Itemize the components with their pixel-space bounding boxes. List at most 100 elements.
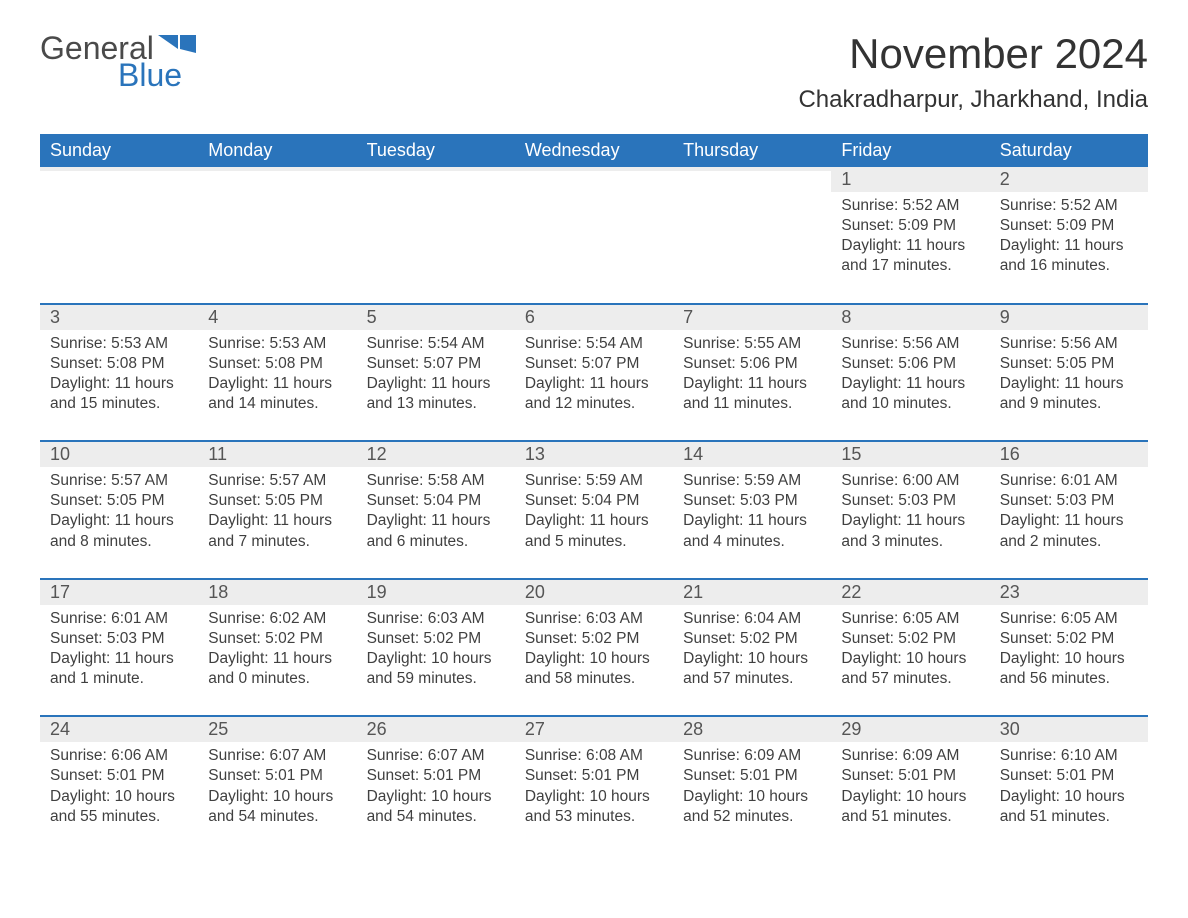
- day-cell: 10Sunrise: 5:57 AMSunset: 5:05 PMDayligh…: [40, 441, 198, 579]
- day-cell: 28Sunrise: 6:09 AMSunset: 5:01 PMDayligh…: [673, 716, 831, 853]
- day-cell: 17Sunrise: 6:01 AMSunset: 5:03 PMDayligh…: [40, 579, 198, 717]
- daylight-text: Daylight: 10 hours and 51 minutes.: [1000, 787, 1138, 827]
- daylight-text: Daylight: 11 hours and 17 minutes.: [841, 236, 979, 276]
- dow-thursday: Thursday: [673, 134, 831, 167]
- day-number: 30: [990, 717, 1148, 742]
- day-cell: [357, 167, 515, 304]
- dow-saturday: Saturday: [990, 134, 1148, 167]
- sunset-text: Sunset: 5:08 PM: [208, 354, 346, 374]
- sunset-text: Sunset: 5:06 PM: [683, 354, 821, 374]
- day-cell: 14Sunrise: 5:59 AMSunset: 5:03 PMDayligh…: [673, 441, 831, 579]
- day-number: 29: [831, 717, 989, 742]
- day-number: 26: [357, 717, 515, 742]
- sunset-text: Sunset: 5:02 PM: [683, 629, 821, 649]
- sunrise-text: Sunrise: 5:58 AM: [367, 471, 505, 491]
- day-number: 8: [831, 305, 989, 330]
- day-number: 23: [990, 580, 1148, 605]
- sunrise-text: Sunrise: 5:59 AM: [683, 471, 821, 491]
- daylight-text: Daylight: 11 hours and 13 minutes.: [367, 374, 505, 414]
- day-number: 27: [515, 717, 673, 742]
- day-body: Sunrise: 6:05 AMSunset: 5:02 PMDaylight:…: [990, 605, 1148, 716]
- sunset-text: Sunset: 5:01 PM: [50, 766, 188, 786]
- day-number: 2: [990, 167, 1148, 192]
- day-number: 28: [673, 717, 831, 742]
- title-block: November 2024 Chakradharpur, Jharkhand, …: [798, 30, 1148, 128]
- sunrise-text: Sunrise: 5:54 AM: [525, 334, 663, 354]
- day-cell: 6Sunrise: 5:54 AMSunset: 5:07 PMDaylight…: [515, 304, 673, 442]
- day-body: Sunrise: 6:07 AMSunset: 5:01 PMDaylight:…: [357, 742, 515, 853]
- day-cell: 11Sunrise: 5:57 AMSunset: 5:05 PMDayligh…: [198, 441, 356, 579]
- dow-monday: Monday: [198, 134, 356, 167]
- day-body: Sunrise: 6:10 AMSunset: 5:01 PMDaylight:…: [990, 742, 1148, 853]
- sunset-text: Sunset: 5:06 PM: [841, 354, 979, 374]
- daylight-text: Daylight: 10 hours and 55 minutes.: [50, 787, 188, 827]
- day-body: Sunrise: 6:09 AMSunset: 5:01 PMDaylight:…: [673, 742, 831, 853]
- day-number: 6: [515, 305, 673, 330]
- sunset-text: Sunset: 5:05 PM: [1000, 354, 1138, 374]
- daylight-text: Daylight: 11 hours and 4 minutes.: [683, 511, 821, 551]
- day-body: Sunrise: 5:53 AMSunset: 5:08 PMDaylight:…: [40, 330, 198, 441]
- daylight-text: Daylight: 11 hours and 9 minutes.: [1000, 374, 1138, 414]
- sunset-text: Sunset: 5:01 PM: [683, 766, 821, 786]
- day-body: Sunrise: 6:04 AMSunset: 5:02 PMDaylight:…: [673, 605, 831, 716]
- day-body: [357, 171, 515, 201]
- header: General Blue November 2024 Chakradharpur…: [40, 30, 1148, 128]
- day-cell: 19Sunrise: 6:03 AMSunset: 5:02 PMDayligh…: [357, 579, 515, 717]
- sunrise-text: Sunrise: 6:04 AM: [683, 609, 821, 629]
- day-body: Sunrise: 6:08 AMSunset: 5:01 PMDaylight:…: [515, 742, 673, 853]
- day-number: 10: [40, 442, 198, 467]
- day-number: 15: [831, 442, 989, 467]
- daylight-text: Daylight: 11 hours and 6 minutes.: [367, 511, 505, 551]
- day-number: 7: [673, 305, 831, 330]
- day-body: [673, 171, 831, 201]
- sunrise-text: Sunrise: 6:00 AM: [841, 471, 979, 491]
- day-body: Sunrise: 6:03 AMSunset: 5:02 PMDaylight:…: [357, 605, 515, 716]
- sunrise-text: Sunrise: 6:06 AM: [50, 746, 188, 766]
- day-cell: 26Sunrise: 6:07 AMSunset: 5:01 PMDayligh…: [357, 716, 515, 853]
- sunrise-text: Sunrise: 6:09 AM: [683, 746, 821, 766]
- day-cell: 2Sunrise: 5:52 AMSunset: 5:09 PMDaylight…: [990, 167, 1148, 304]
- day-body: Sunrise: 6:01 AMSunset: 5:03 PMDaylight:…: [40, 605, 198, 716]
- sunrise-text: Sunrise: 5:59 AM: [525, 471, 663, 491]
- day-cell: 18Sunrise: 6:02 AMSunset: 5:02 PMDayligh…: [198, 579, 356, 717]
- sunrise-text: Sunrise: 5:52 AM: [1000, 196, 1138, 216]
- sunset-text: Sunset: 5:03 PM: [50, 629, 188, 649]
- sunset-text: Sunset: 5:01 PM: [367, 766, 505, 786]
- day-cell: 23Sunrise: 6:05 AMSunset: 5:02 PMDayligh…: [990, 579, 1148, 717]
- sunrise-text: Sunrise: 6:05 AM: [841, 609, 979, 629]
- day-body: Sunrise: 6:02 AMSunset: 5:02 PMDaylight:…: [198, 605, 356, 716]
- daylight-text: Daylight: 11 hours and 0 minutes.: [208, 649, 346, 689]
- day-cell: 4Sunrise: 5:53 AMSunset: 5:08 PMDaylight…: [198, 304, 356, 442]
- day-body: Sunrise: 5:54 AMSunset: 5:07 PMDaylight:…: [515, 330, 673, 441]
- daylight-text: Daylight: 11 hours and 15 minutes.: [50, 374, 188, 414]
- sunrise-text: Sunrise: 5:57 AM: [208, 471, 346, 491]
- day-number: 1: [831, 167, 989, 192]
- day-body: [40, 171, 198, 201]
- day-number: 17: [40, 580, 198, 605]
- sunset-text: Sunset: 5:04 PM: [367, 491, 505, 511]
- sunrise-text: Sunrise: 6:09 AM: [841, 746, 979, 766]
- dow-sunday: Sunday: [40, 134, 198, 167]
- day-cell: 27Sunrise: 6:08 AMSunset: 5:01 PMDayligh…: [515, 716, 673, 853]
- sunset-text: Sunset: 5:01 PM: [1000, 766, 1138, 786]
- sunset-text: Sunset: 5:09 PM: [841, 216, 979, 236]
- day-body: Sunrise: 6:01 AMSunset: 5:03 PMDaylight:…: [990, 467, 1148, 578]
- sunrise-text: Sunrise: 6:02 AM: [208, 609, 346, 629]
- month-title: November 2024: [798, 30, 1148, 78]
- sunset-text: Sunset: 5:03 PM: [841, 491, 979, 511]
- sunrise-text: Sunrise: 5:52 AM: [841, 196, 979, 216]
- day-number: 18: [198, 580, 356, 605]
- sunset-text: Sunset: 5:01 PM: [841, 766, 979, 786]
- day-number: 9: [990, 305, 1148, 330]
- week-row: 3Sunrise: 5:53 AMSunset: 5:08 PMDaylight…: [40, 304, 1148, 442]
- day-body: Sunrise: 6:07 AMSunset: 5:01 PMDaylight:…: [198, 742, 356, 853]
- location: Chakradharpur, Jharkhand, India: [798, 86, 1148, 114]
- day-body: Sunrise: 5:59 AMSunset: 5:03 PMDaylight:…: [673, 467, 831, 578]
- sunrise-text: Sunrise: 5:53 AM: [50, 334, 188, 354]
- sunset-text: Sunset: 5:02 PM: [841, 629, 979, 649]
- sunset-text: Sunset: 5:04 PM: [525, 491, 663, 511]
- sunset-text: Sunset: 5:03 PM: [1000, 491, 1138, 511]
- daylight-text: Daylight: 10 hours and 54 minutes.: [208, 787, 346, 827]
- week-row: 17Sunrise: 6:01 AMSunset: 5:03 PMDayligh…: [40, 579, 1148, 717]
- daylight-text: Daylight: 10 hours and 53 minutes.: [525, 787, 663, 827]
